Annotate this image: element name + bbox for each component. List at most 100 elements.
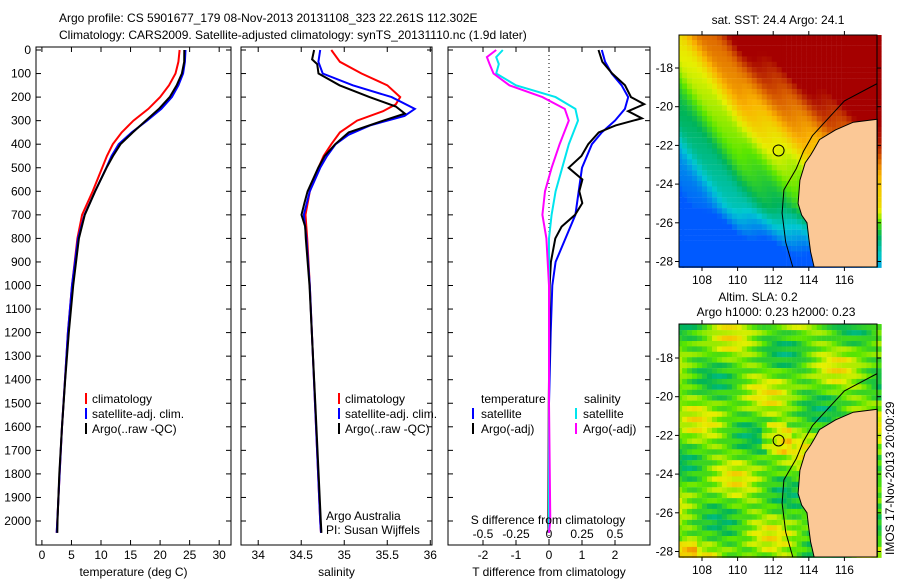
map-cell — [791, 351, 797, 358]
map-cell — [831, 341, 837, 347]
map-cell — [786, 378, 792, 385]
map-cell — [866, 351, 872, 358]
map-cell — [846, 378, 852, 385]
map-cell — [776, 406, 782, 412]
map-cell — [766, 148, 772, 155]
map-cell — [791, 72, 797, 79]
map-cell — [781, 208, 787, 214]
map-cell — [841, 351, 847, 358]
map-cell — [796, 164, 802, 171]
map-cell — [687, 181, 693, 187]
map-cell — [766, 229, 772, 236]
map-cell — [781, 389, 787, 396]
map-cell — [756, 552, 762, 558]
map-cell — [771, 546, 777, 553]
temperature-legend: climatology satellite-adj. clim. Argo(..… — [85, 392, 184, 436]
map-cell — [746, 148, 753, 155]
map-cell — [781, 487, 787, 493]
map-cell — [766, 454, 772, 461]
map-cell — [717, 61, 723, 68]
map-cell — [712, 443, 718, 450]
map-cell — [682, 351, 688, 358]
map-cell — [846, 72, 852, 79]
map-cell — [687, 422, 693, 428]
map-cell — [841, 51, 847, 57]
map-cell — [736, 373, 743, 380]
map-cell — [751, 492, 757, 499]
map-cell — [717, 262, 723, 268]
map-cell — [756, 411, 762, 417]
map-cell — [746, 110, 753, 117]
map-cell — [726, 88, 733, 95]
map-cell — [781, 218, 787, 225]
map-cell — [866, 35, 872, 41]
map-cell — [826, 400, 832, 407]
map-cell — [801, 83, 807, 90]
map-cell — [679, 411, 685, 417]
map-cell — [816, 51, 822, 57]
y-tick-label: 0 — [24, 43, 31, 57]
map-cell — [692, 153, 698, 160]
map-cell — [771, 368, 777, 374]
map-cell — [741, 262, 748, 268]
map-cell — [781, 481, 787, 488]
map-cell — [712, 541, 718, 547]
map-cell — [771, 481, 777, 488]
map-cell — [756, 546, 762, 553]
map-cell — [776, 72, 782, 79]
map-cell — [687, 197, 693, 203]
map-cell — [682, 525, 688, 531]
map-cell — [702, 229, 708, 236]
map-cell — [831, 94, 837, 100]
map-cell — [796, 335, 802, 342]
map-cell — [697, 519, 703, 526]
map-cell — [846, 330, 852, 336]
map-cell — [811, 427, 817, 434]
map-cell — [751, 143, 757, 149]
map-cell — [697, 148, 703, 155]
map-cell — [736, 330, 743, 336]
map-cell — [702, 471, 708, 477]
map-cell — [806, 148, 812, 155]
map-cell — [746, 357, 753, 363]
map-cell — [856, 341, 862, 347]
map-cell — [821, 406, 827, 412]
map-cell — [831, 400, 837, 407]
map-cell — [687, 330, 693, 336]
map-cell — [726, 330, 733, 336]
map-cell — [726, 449, 733, 455]
map-cell — [781, 235, 787, 241]
map-cell — [791, 536, 797, 542]
map-cell — [846, 351, 852, 358]
map-cell — [771, 384, 777, 390]
map-cell — [791, 362, 797, 369]
map-cell — [702, 137, 708, 144]
map-cell — [756, 256, 762, 263]
map-cell — [761, 384, 767, 390]
map-cell — [682, 246, 688, 252]
map-cell — [816, 126, 822, 133]
map-cell — [836, 351, 842, 358]
map-cell — [687, 471, 693, 477]
map-cell — [712, 476, 718, 482]
map-cell — [721, 525, 728, 531]
map-cell — [876, 137, 882, 144]
map-cell — [731, 72, 738, 79]
map-cell — [746, 373, 753, 380]
map-cell — [766, 197, 772, 203]
map-cell — [796, 433, 802, 439]
map-cell — [692, 487, 698, 493]
map-cell — [786, 132, 792, 138]
map-cell — [726, 164, 733, 171]
map-cell — [831, 416, 837, 423]
map-cell — [781, 541, 787, 547]
x-tick-label: 10 — [94, 548, 108, 562]
map-cell — [811, 406, 817, 412]
map-cell — [796, 514, 802, 520]
map-cell — [707, 427, 713, 434]
map-cell — [866, 45, 872, 52]
map-cell — [682, 235, 688, 241]
map-cell — [702, 508, 708, 515]
legend-label: Argo(..raw -QC) — [92, 422, 177, 436]
map-cell — [876, 324, 882, 331]
